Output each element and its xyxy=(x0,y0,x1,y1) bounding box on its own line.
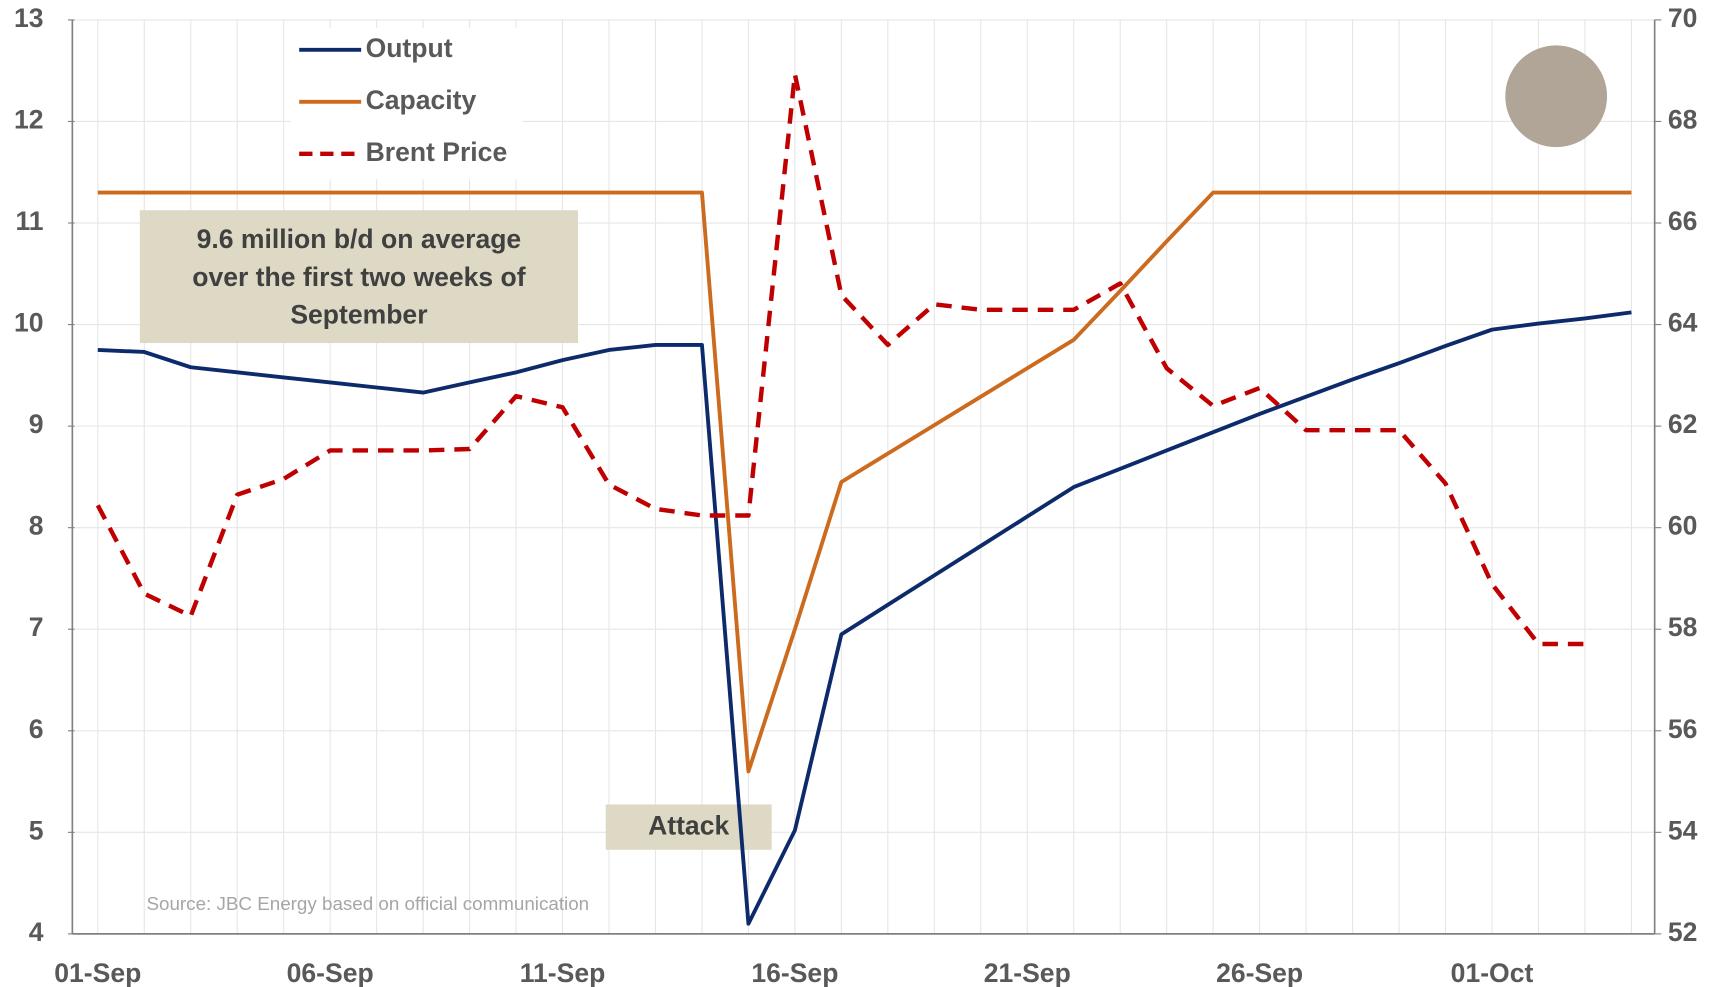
y-tick-label: 13 xyxy=(14,3,44,33)
series-line xyxy=(95,72,1585,647)
annotation-box xyxy=(605,804,772,850)
y2-tick-label: 68 xyxy=(1668,104,1698,134)
y-tick-label: 7 xyxy=(29,612,44,642)
y2-tick-label: 52 xyxy=(1668,917,1698,947)
legend-label: Capacity xyxy=(366,85,477,115)
y2-tick-label: 56 xyxy=(1668,714,1698,744)
x-tick-label: 06-Sep xyxy=(287,958,374,987)
y2-tick-label: 58 xyxy=(1668,612,1698,642)
y-tick-label: 10 xyxy=(14,308,44,338)
annotation: September xyxy=(290,299,427,329)
annotation-box xyxy=(139,210,579,344)
series-line xyxy=(97,190,1632,774)
annotation: Attack xyxy=(648,811,729,841)
y2-tick-label: 64 xyxy=(1668,308,1698,338)
x-tick-label: 21-Sep xyxy=(984,958,1071,987)
x-tick-label: 16-Sep xyxy=(751,958,838,987)
y2-tick-label: 54 xyxy=(1668,815,1698,845)
legend-label: Output xyxy=(366,33,453,63)
x-tick-label: 26-Sep xyxy=(1216,958,1303,987)
series-line xyxy=(97,310,1632,926)
y-tick-label: 8 xyxy=(29,511,44,541)
y-tick-label: 5 xyxy=(29,815,44,845)
legend-label: Brent Price xyxy=(366,137,508,167)
logo xyxy=(1505,45,1608,148)
annotation: over the first two weeks of xyxy=(192,262,526,292)
y2-tick-label: 62 xyxy=(1668,409,1698,439)
y2-tick-label: 66 xyxy=(1668,206,1698,236)
y2-tick-label: 70 xyxy=(1668,3,1698,33)
y-tick-label: 4 xyxy=(29,917,44,947)
annotation: 9.6 million b/d on average xyxy=(197,224,522,254)
y-tick-label: 12 xyxy=(14,104,44,134)
y-tick-label: 11 xyxy=(16,206,44,236)
y-tick-label: 9 xyxy=(29,409,44,439)
x-tick-label: 11-Sep xyxy=(520,958,606,987)
x-tick-label: 01-Sep xyxy=(54,958,141,987)
y2-tick-label: 60 xyxy=(1668,511,1698,541)
source: Source: JBC Energy based on official com… xyxy=(146,893,589,914)
x-tick-label: 01-Oct xyxy=(1451,958,1534,987)
y-tick-label: 6 xyxy=(29,714,44,744)
